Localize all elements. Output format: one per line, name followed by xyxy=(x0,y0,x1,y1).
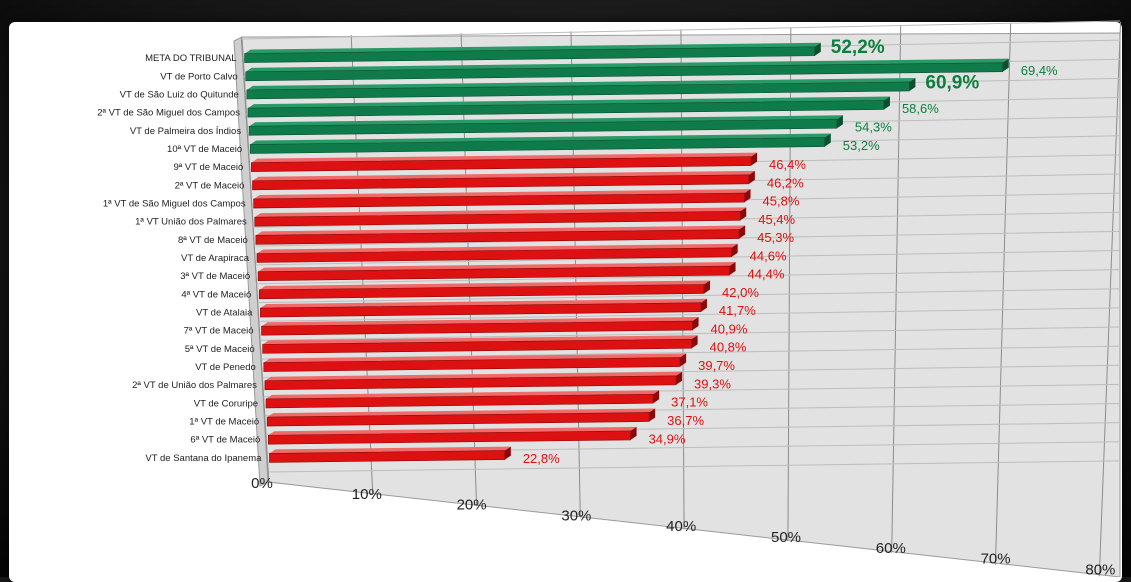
value-label: 45,4% xyxy=(758,212,795,227)
value-label: 45,3% xyxy=(757,230,794,245)
value-label: 52,2% xyxy=(831,37,885,58)
value-label: 39,3% xyxy=(694,376,731,391)
category-labels: META DO TRIBUNAL VT de Porto Calvo VT de S… xyxy=(97,53,262,464)
category-label: VT de Coruripe xyxy=(194,398,258,409)
category-label: 1ª VT União dos Palmares xyxy=(135,217,247,228)
value-label: 44,6% xyxy=(750,248,787,263)
value-label: 42,0% xyxy=(722,285,759,300)
x-tick-label: 60% xyxy=(876,540,906,557)
x-tick-label: 0% xyxy=(251,475,273,492)
value-label: 36,7% xyxy=(667,413,704,428)
category-label: 9ª VT de Maceió xyxy=(173,162,243,173)
category-label: VT de Porto Calvo xyxy=(160,71,237,82)
category-label: VT de Penedo xyxy=(195,362,256,373)
category-label: 3ª VT de Maceió xyxy=(180,271,250,282)
category-label: 1ª VT de São Miguel dos Campos xyxy=(103,198,246,209)
value-label: 22,8% xyxy=(523,451,560,466)
value-label: 60,9% xyxy=(925,72,979,93)
value-label: 41,7% xyxy=(719,303,756,318)
category-label: META DO TRIBUNAL xyxy=(145,53,237,64)
x-tick-label: 30% xyxy=(561,507,591,524)
category-label: 2ª VT de Maceió xyxy=(175,180,245,191)
x-tick-label: 70% xyxy=(981,551,1011,568)
category-label: VT de Atalaia xyxy=(196,308,253,319)
category-label: 8ª VT de Maceió xyxy=(178,235,248,246)
value-label: 40,8% xyxy=(710,340,747,355)
value-label: 34,9% xyxy=(649,431,686,446)
value-label: 46,4% xyxy=(769,157,806,172)
category-label: 2ª VT de São Miguel dos Campos xyxy=(97,108,240,119)
category-label: 5ª VT de Maceió xyxy=(185,344,255,355)
value-label: 53,2% xyxy=(843,138,880,153)
category-label: 1ª VT de Maceió xyxy=(189,417,259,428)
value-label: 69,4% xyxy=(1021,63,1058,78)
value-label: 44,4% xyxy=(748,267,785,282)
category-label: 2ª VT de União dos Palmares xyxy=(132,380,257,391)
value-label: 39,7% xyxy=(698,358,735,373)
x-tick-label: 10% xyxy=(352,486,382,503)
value-label: 37,1% xyxy=(671,395,708,410)
value-label: 54,3% xyxy=(855,120,892,135)
category-label: 10ª VT de Maceió xyxy=(167,144,242,155)
category-label: VT de São Luiz do Quitunde xyxy=(120,89,239,100)
category-label: VT de Arapiraca xyxy=(181,253,250,264)
value-label: 40,9% xyxy=(711,322,748,337)
x-tick-label: 20% xyxy=(457,497,487,514)
category-label: 6ª VT de Maceió xyxy=(190,435,260,446)
value-label: 58,6% xyxy=(902,101,939,116)
value-label: 45,8% xyxy=(763,194,800,209)
value-label: 46,2% xyxy=(767,175,804,190)
x-tick-label: 50% xyxy=(771,529,801,546)
category-label: VT de Santana do Ipanema xyxy=(145,453,262,464)
x-tick-label: 80% xyxy=(1085,561,1115,577)
category-label: 4ª VT de Maceió xyxy=(181,289,251,300)
category-label: VT de Palmeira dos Índios xyxy=(130,126,241,137)
category-label: 7ª VT de Maceió xyxy=(184,326,254,337)
x-tick-label: 40% xyxy=(666,518,696,535)
